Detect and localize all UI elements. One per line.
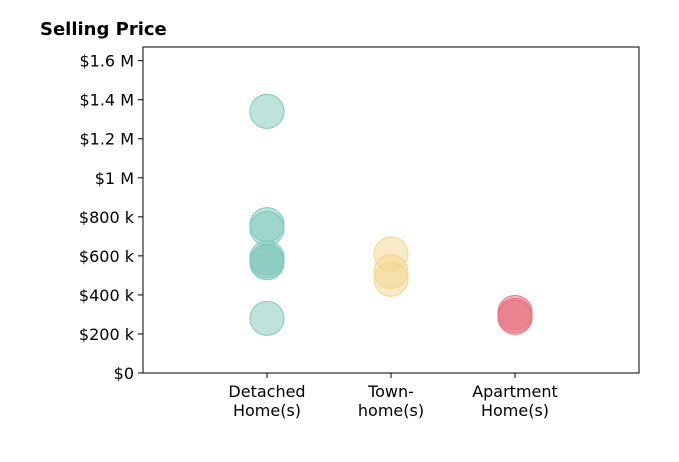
x-tick-label-line: Apartment xyxy=(472,382,558,401)
x-tick-label-line: home(s) xyxy=(358,401,424,420)
x-axis: Detached Home(s)Town-home(s)Apartment Home… xyxy=(228,373,558,420)
data-point xyxy=(249,245,285,281)
x-tick-label: Detached Home(s) xyxy=(228,382,305,420)
y-tick-label: $800 k xyxy=(79,208,135,227)
chart-title: Selling Price xyxy=(40,19,167,40)
y-tick-label: $400 k xyxy=(79,286,135,305)
y-tick-label: $1.4 M xyxy=(79,91,134,110)
data-point xyxy=(249,300,285,336)
x-tick-label-line: Home(s) xyxy=(481,401,549,420)
y-tick-label: $0 xyxy=(114,364,134,383)
x-tick-label-line: Home(s) xyxy=(233,401,301,420)
data-points xyxy=(249,93,533,336)
y-tick-label: $200 k xyxy=(79,325,135,344)
y-tick-label: $600 k xyxy=(79,247,135,266)
y-tick-label: $1 M xyxy=(95,169,134,188)
x-tick-label: Town-home(s) xyxy=(358,382,424,420)
plot-area xyxy=(142,46,640,374)
x-tick-label: Apartment Home(s) xyxy=(472,382,558,420)
y-tick-label: $1.2 M xyxy=(79,130,134,149)
data-point xyxy=(373,261,409,297)
y-axis: $0 $200 k $400 k $600 k $800 k $1 M $1.2 M $1.4… xyxy=(79,52,143,383)
data-point xyxy=(249,93,285,129)
x-tick-label-line: Detached xyxy=(228,382,305,401)
data-point xyxy=(497,299,533,335)
y-tick-label: $1.6 M xyxy=(79,52,134,71)
x-tick-label-line: Town- xyxy=(367,382,414,401)
